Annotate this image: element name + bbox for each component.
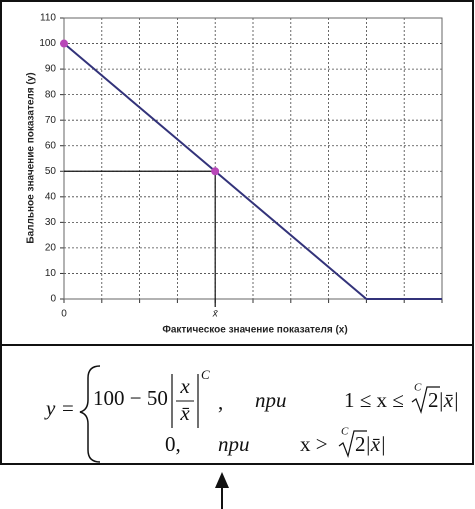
brace <box>79 365 101 463</box>
x-tick-label: 0 <box>61 309 67 320</box>
y-tick-label: 70 <box>45 115 57 126</box>
row1-expr: 100 − 50 <box>93 386 168 410</box>
y-tick-label: 90 <box>45 64 57 75</box>
row2-radicand: 2 <box>355 432 366 456</box>
row1-cond: 1 ≤ x ≤ <box>344 388 404 412</box>
row1-comma: , <box>218 390 223 414</box>
formula: y = 100 − 50 x x̄ C , при 1 ≤ x ≤ C 2 |x… <box>44 365 459 463</box>
row1-root-index: C <box>414 382 422 394</box>
marker <box>60 39 68 48</box>
x-tick-label: x̄ <box>212 309 219 320</box>
frame <box>0 0 474 465</box>
y-tick-label: 60 <box>45 140 57 151</box>
y-tick-label: 30 <box>45 217 57 228</box>
y-tick-label: 100 <box>39 38 56 49</box>
y-axis-label: Балльное значение показателя (у) <box>26 72 37 243</box>
row2-cond: x > <box>300 432 328 456</box>
y-tick-label: 0 <box>50 294 56 305</box>
formula-lhs: y = <box>44 396 75 420</box>
marker <box>211 167 220 176</box>
y-tick-label: 40 <box>45 191 57 202</box>
row2-root-index: C <box>341 426 349 438</box>
y-tick-label: 20 <box>45 243 57 254</box>
row1-power: C <box>201 367 210 382</box>
y-tick-label: 10 <box>45 268 57 279</box>
row2-expr: 0, <box>165 432 181 456</box>
y-tick-label: 50 <box>45 166 57 177</box>
plot-border <box>63 17 443 300</box>
arrow-head <box>215 472 229 488</box>
row1-abs: |x̄| <box>438 388 459 412</box>
data-line <box>63 42 442 300</box>
row1-den: x̄ <box>179 401 190 425</box>
y-tick-label: 110 <box>40 13 56 24</box>
row1-radicand: 2 <box>428 388 439 412</box>
row2-abs: |x̄| <box>365 432 386 456</box>
x-axis-label: Фактическое значение показателя (x) <box>162 325 347 336</box>
row2-word: при <box>218 432 250 456</box>
radical <box>338 430 367 459</box>
row1-num: x <box>179 374 190 398</box>
y-tick-label: 80 <box>45 89 57 100</box>
radical <box>411 386 440 415</box>
row1-word: при <box>255 388 287 412</box>
